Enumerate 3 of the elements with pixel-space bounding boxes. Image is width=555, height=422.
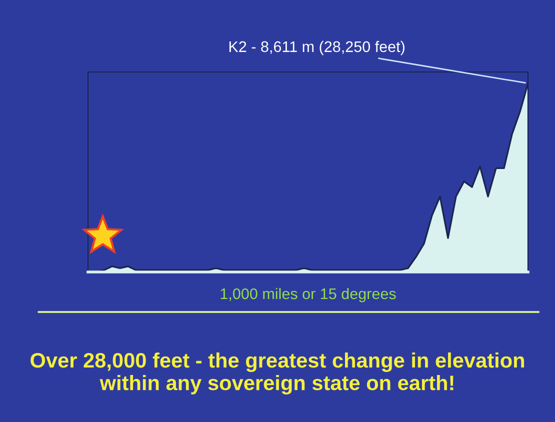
text: K2 - 8,611 m (28,250 feet) [229, 40, 404, 56]
text: Over 28,000 feet - the greatest change in elevation within any sovereign state on earth! [30, 352, 524, 394]
x-axis-title: 1,000 miles or 15 degrees [220, 288, 396, 302]
